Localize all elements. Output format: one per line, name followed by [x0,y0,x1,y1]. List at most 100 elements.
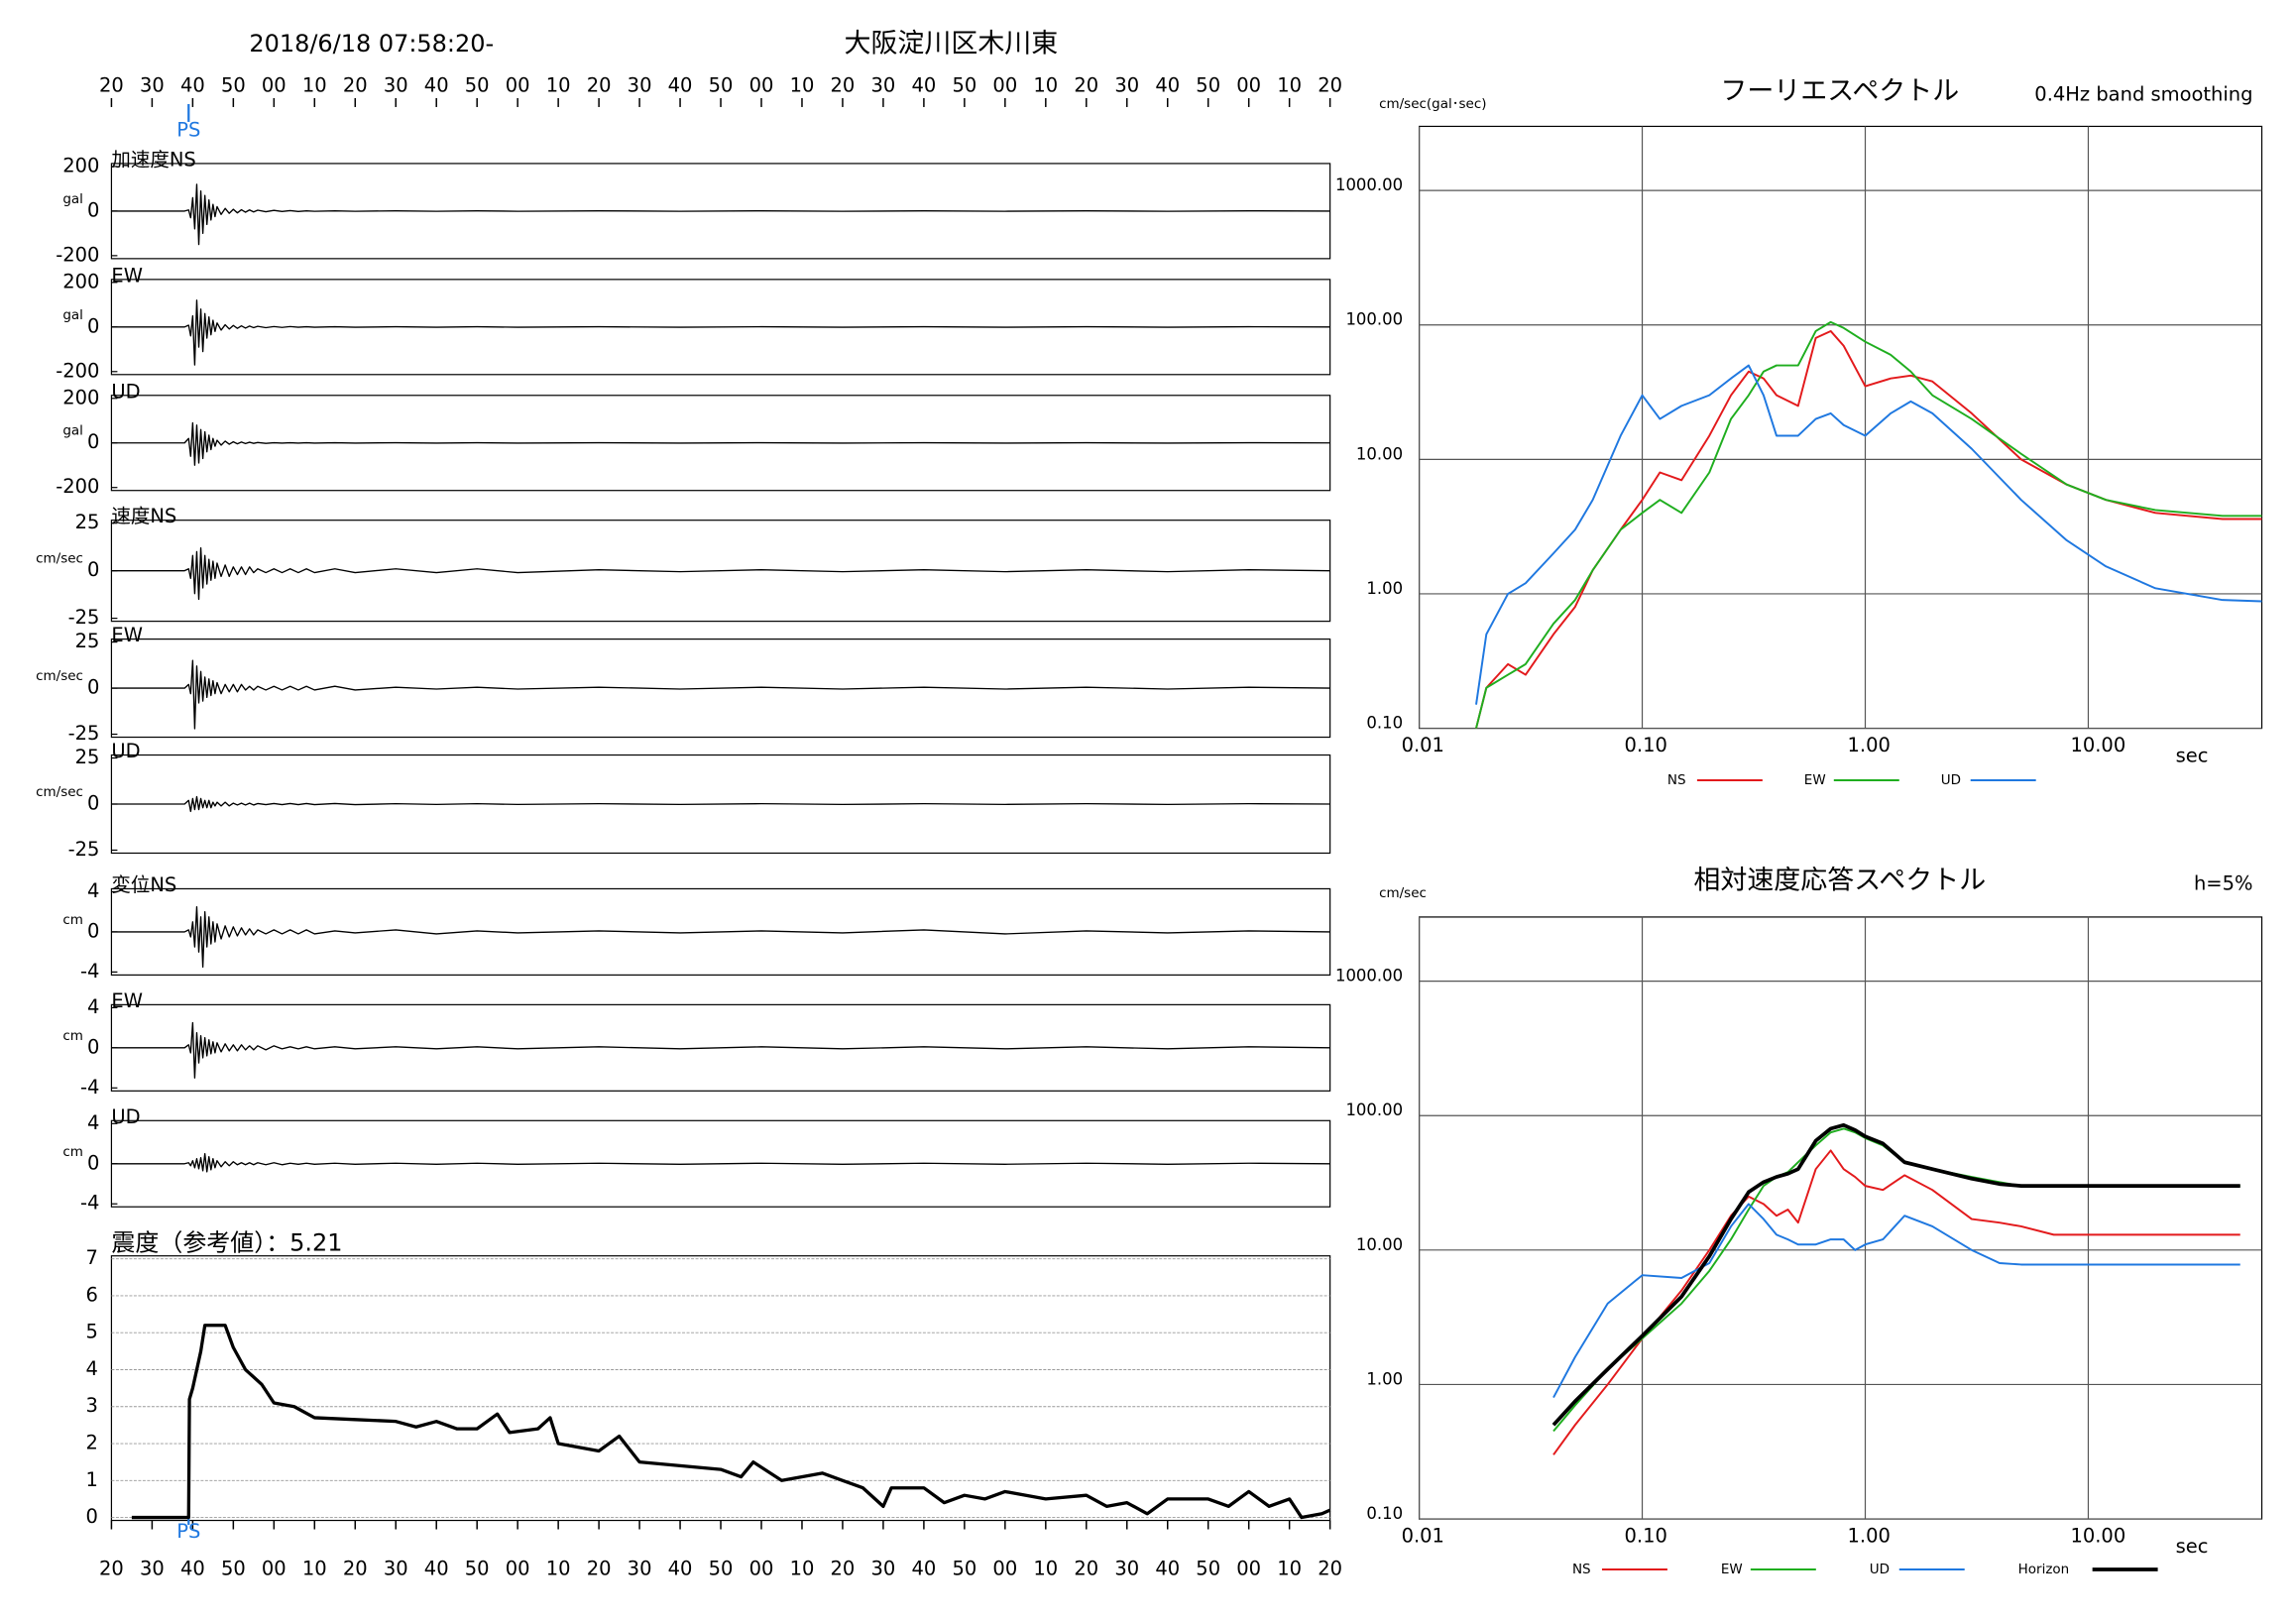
y-tick-label: 100.00 [1345,310,1403,329]
unit-label: cm/sec [36,551,83,567]
y-tick-label: 0 [87,430,99,453]
y-tick-label: 0 [86,1505,98,1528]
panel-label: 加速度NS [111,148,195,171]
x-tick-label: 00 [506,73,530,96]
x-tick-label: 00 [749,73,774,96]
spectrum-line [1475,329,2262,729]
x-tick-label: 10 [790,73,815,96]
x-tick-label: 40 [912,1558,937,1580]
unit-label: gal [62,307,83,323]
chart-title: フーリエスペクトル [1720,75,1959,106]
y-tick-label: 10.00 [1356,1235,1403,1254]
x-axis-label: sec [2176,745,2209,767]
unit-label: gal [62,423,83,439]
x-tick-label: 10 [1277,1558,1302,1580]
waveform [111,299,1330,366]
x-tick-label: 00 [262,73,287,96]
location-title: 大阪淀川区木川東 [845,29,1059,59]
x-tick-label: 50 [221,73,246,96]
y-tick-label: 2 [86,1432,98,1454]
x-tick-label: 50 [952,1558,976,1580]
waveform [111,795,1330,813]
y-tick-label: 200 [62,270,99,292]
legend-label: EW [1721,1562,1743,1577]
y-tick-label: 25 [75,746,100,768]
x-tick-label: 40 [180,1558,205,1580]
x-tick-label: 40 [1155,73,1180,96]
y-tick-label: 1.00 [1366,1369,1403,1388]
x-tick-label: 00 [992,1558,1017,1580]
y-tick-label: -25 [68,606,100,629]
x-tick-label: 50 [1196,73,1220,96]
x-tick-label: 20 [99,73,124,96]
x-tick-label: 30 [628,1558,652,1580]
y-tick-label: -4 [80,960,99,983]
x-tick-label: 30 [871,73,896,96]
x-tick-label: 20 [343,73,368,96]
x-tick-label: 50 [709,73,734,96]
x-tick-label: 10.00 [2070,1525,2125,1548]
y-tick-label: 25 [75,630,100,652]
panel-label: 変位NS [111,873,176,896]
y-tick-label: 0 [87,558,99,581]
x-tick-label: 50 [709,1558,734,1580]
spectrum-line [1551,1122,2240,1427]
y-tick-label: -25 [68,722,100,745]
x-tick-label: 10.00 [2070,734,2125,756]
x-tick-label: 1.00 [1848,1525,1891,1548]
x-tick-label: 20 [831,73,856,96]
panel-label: 速度NS [111,505,176,527]
x-tick-label: 40 [1155,1558,1180,1580]
waveform [111,1021,1330,1079]
y-tick-label: 1000.00 [1335,175,1403,194]
start-time: 2018/6/18 07:58:20- [249,30,494,58]
waveform [111,905,1330,969]
legend-label: Horizon [2018,1562,2070,1577]
x-tick-label: 50 [465,73,490,96]
x-tick-label: 00 [992,73,1017,96]
panel-label: EW [111,624,143,646]
x-tick-label: 40 [424,1558,449,1580]
intensity-title: 震度（参考値）：5.21 [111,1229,342,1257]
y-tick-label: 200 [62,154,99,176]
y-tick-label: 0 [87,919,99,942]
y-tick-label: 0 [87,676,99,699]
panel-label: EW [111,264,143,287]
x-tick-label: 1.00 [1848,734,1891,756]
y-tick-label: 0 [87,198,99,221]
waveform [111,546,1330,601]
x-tick-label: 30 [384,1558,408,1580]
x-tick-label: 00 [749,1558,774,1580]
y-tick-label: 10.00 [1356,444,1403,463]
y-axis-label: cm/sec(gal･sec) [1379,96,1486,112]
legend-label: UD [1870,1562,1890,1577]
panel-label: EW [111,989,143,1012]
y-tick-label: -4 [80,1076,99,1099]
y-tick-label: 4 [86,1357,98,1380]
waveform [111,1152,1330,1173]
x-tick-label: 20 [99,1558,124,1580]
x-tick-label: 0.10 [1625,1525,1667,1548]
x-tick-label: 10 [546,73,571,96]
x-tick-label: 40 [668,1558,693,1580]
legend-label: NS [1572,1562,1591,1577]
x-tick-label: 50 [952,73,976,96]
x-tick-label: 00 [1236,1558,1261,1580]
panel-label: UD [111,740,140,762]
x-tick-label: 50 [465,1558,490,1580]
chart-note: 0.4Hz band smoothing [2034,82,2252,105]
x-tick-label: 10 [302,73,327,96]
y-tick-label: 5 [86,1321,98,1343]
y-tick-label: 0 [87,792,99,815]
y-tick-label: -200 [56,475,99,498]
y-tick-label: 0 [87,1035,99,1058]
y-tick-label: -200 [56,243,99,266]
panel-label: UD [111,380,140,403]
x-tick-label: 20 [831,1558,856,1580]
x-axis-label: sec [2176,1535,2209,1558]
unit-label: cm/sec [36,668,83,684]
x-tick-label: 50 [221,1558,246,1580]
x-tick-label: 10 [302,1558,327,1580]
